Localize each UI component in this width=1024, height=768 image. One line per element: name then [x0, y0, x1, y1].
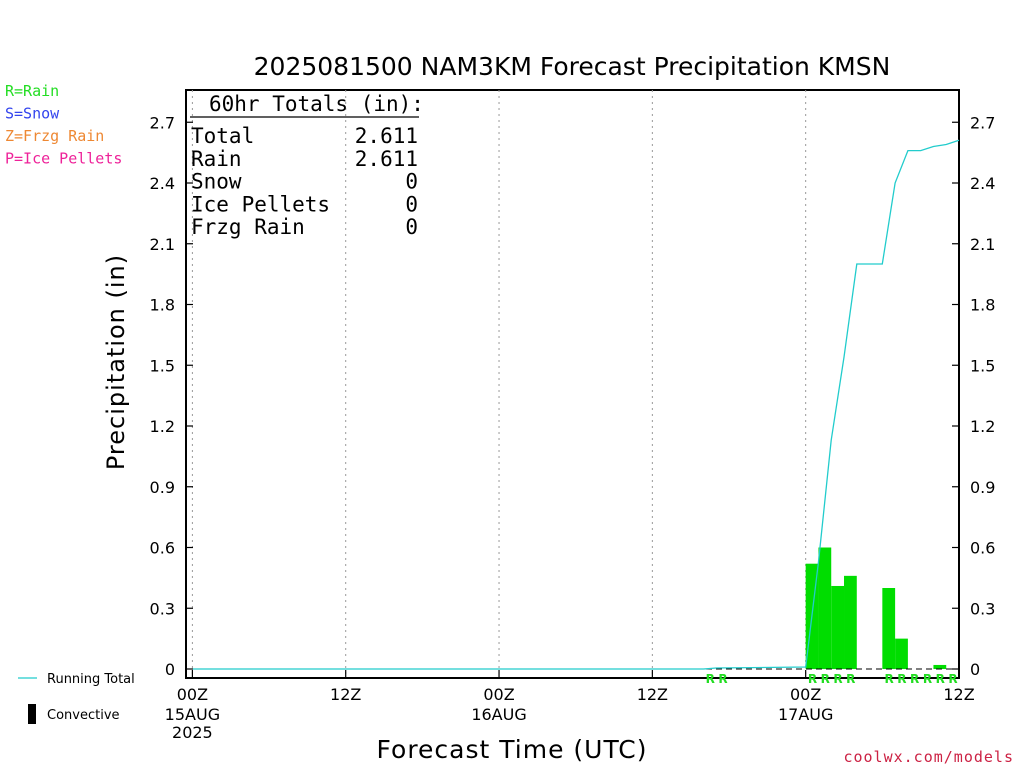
- precip-type-mark: R: [884, 672, 893, 686]
- totals-row-value: 0: [405, 192, 418, 216]
- x-tick-sublabel: 15AUG: [165, 705, 220, 724]
- running-total-line: [192, 139, 960, 670]
- x-tick-label: 12Z: [330, 685, 361, 704]
- y-tick-label: 0: [165, 660, 175, 679]
- x-tick-label: 00Z: [790, 685, 821, 704]
- y-tick-label-right: 2.4: [970, 174, 995, 193]
- precip-type-mark: R: [846, 672, 855, 686]
- totals-row-name: Rain: [191, 147, 242, 171]
- precip-type-mark: R: [718, 672, 727, 686]
- y-tick-label-right: 2.7: [970, 113, 995, 132]
- totals-row-value: 2.611: [355, 124, 418, 148]
- totals-row-name: Total: [191, 124, 254, 148]
- totals-row-value: 2.611: [355, 147, 418, 171]
- x-tick-label: 00Z: [483, 685, 514, 704]
- grid-lines: [191, 90, 807, 678]
- x-tick-label: 12Z: [943, 685, 974, 704]
- y-tick-label: 1.5: [150, 356, 175, 375]
- series-legend-label: Running Total: [47, 672, 135, 687]
- y-tick-label: 0.6: [150, 539, 175, 558]
- precip-type-mark: R: [821, 672, 830, 686]
- precip-bar: [831, 585, 845, 669]
- precip-bar: [882, 588, 896, 669]
- y-tick-label: 0.3: [150, 599, 175, 618]
- y-tick-label-right: 1.8: [970, 296, 995, 315]
- precip-type-mark: R: [897, 672, 906, 686]
- plot-frame: [185, 89, 960, 679]
- y-tick-label-right: 1.2: [970, 417, 995, 436]
- precip-type-mark: R: [833, 672, 842, 686]
- y-tick-label: 0.9: [150, 478, 175, 497]
- y-tick-label-right: 0: [970, 660, 980, 679]
- credit-text: coolwx.com/models: [843, 748, 1014, 766]
- x-tick-sublabel: 2025: [172, 723, 213, 742]
- precip-bar: [933, 664, 947, 669]
- totals-row-name: Snow: [191, 170, 242, 194]
- totals-row-name: Frzg Rain: [191, 215, 305, 239]
- type-legend-item: S=Snow: [5, 105, 60, 123]
- precip-type-mark: R: [923, 672, 932, 686]
- precip-bar: [818, 547, 832, 669]
- precip-type-mark: R: [948, 672, 957, 686]
- y-tick-label: 2.4: [150, 174, 175, 193]
- precip-bar: [844, 575, 857, 669]
- series-legend-label: Convective: [47, 708, 120, 723]
- convective-legend-swatch: [28, 704, 36, 724]
- type-legend-item: R=Rain: [5, 82, 59, 100]
- precip-type-legend: R=Rain S=Snow Z=Frzg Rain P=Ice Pellets: [5, 82, 122, 168]
- totals-box: 60hr Totals (in): Total 2.611 Rain 2.611 Sno…: [190, 92, 424, 239]
- totals-heading: 60hr Totals (in):: [209, 92, 424, 116]
- chart-title: 2025081500 NAM3KM Forecast Precipitation…: [254, 52, 891, 81]
- precip-type-mark: R: [808, 672, 817, 686]
- type-legend-item: Z=Frzg Rain: [5, 127, 104, 145]
- y-tick-label: 1.2: [150, 417, 175, 436]
- y-axis-label: Precipitation (in): [102, 254, 130, 470]
- y-tick-label-right: 1.5: [970, 356, 995, 375]
- y-axis-ticks: 0 00.3 0.30.6 0.60.9 0.91.2 1.21.5 1.51.8 1.82.…: [150, 113, 996, 679]
- y-tick-label: 2.1: [150, 235, 175, 254]
- x-tick-label: 00Z: [177, 685, 208, 704]
- type-legend-item: P=Ice Pellets: [5, 150, 122, 168]
- totals-row-name: Ice Pellets: [191, 192, 330, 216]
- y-tick-label-right: 0.3: [970, 599, 995, 618]
- series-legend: Running Total Convective: [18, 672, 135, 724]
- precip-bars: [805, 547, 947, 669]
- y-tick-label: 2.7: [150, 113, 175, 132]
- precip-type-mark: R: [910, 672, 919, 686]
- x-tick-label: 12Z: [637, 685, 668, 704]
- x-tick-sublabel: 16AUG: [471, 705, 526, 724]
- y-tick-label-right: 2.1: [970, 235, 995, 254]
- totals-row-value: 0: [405, 215, 418, 239]
- x-tick-sublabel: 17AUG: [778, 705, 833, 724]
- precip-bar: [895, 638, 908, 669]
- y-tick-label: 1.8: [150, 296, 175, 315]
- x-axis-label: Forecast Time (UTC): [377, 735, 648, 764]
- totals-row-value: 0: [405, 170, 418, 194]
- precip-type-mark: R: [706, 672, 715, 686]
- y-tick-label-right: 0.9: [970, 478, 995, 497]
- precip-type-mark: R: [936, 672, 945, 686]
- y-tick-label-right: 0.6: [970, 539, 995, 558]
